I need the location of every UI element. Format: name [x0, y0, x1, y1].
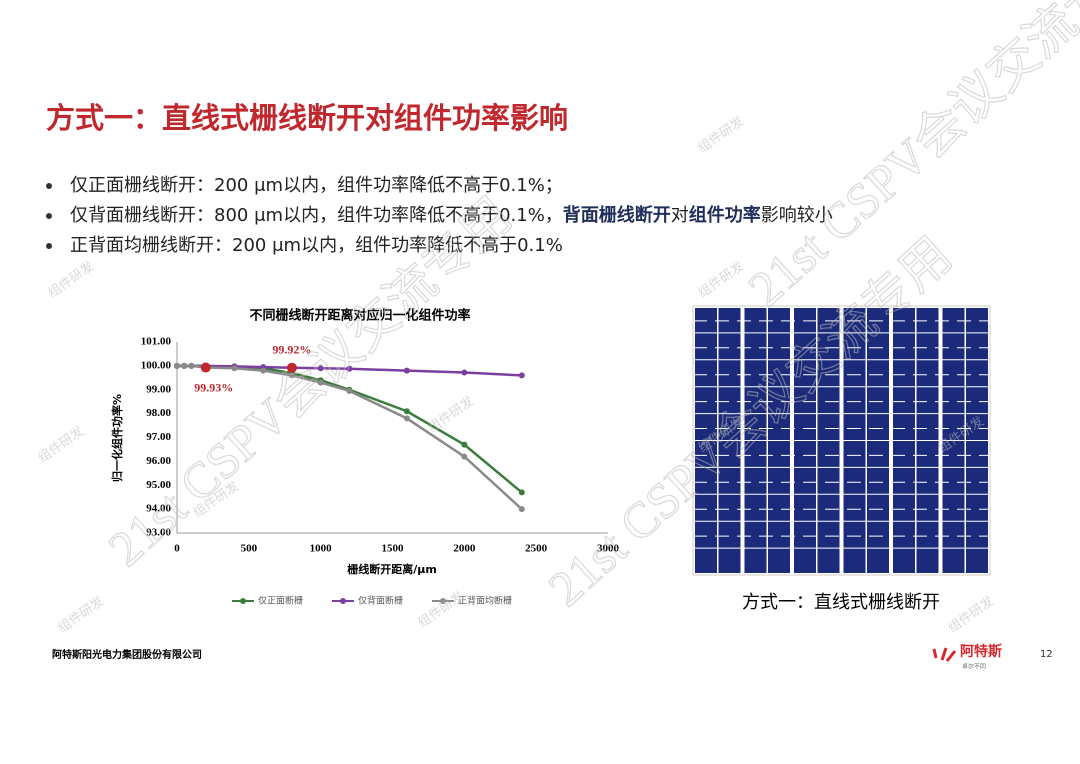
- bullet-text: 仅背面栅线断开：800 μm以内，组件功率降低不高于0.1%，背面栅线断开对组件…: [70, 204, 833, 226]
- logo: 阿特斯 卓尔不同: [932, 643, 1002, 671]
- logo-tagline: 卓尔不同: [962, 663, 986, 671]
- series-point: [461, 453, 468, 460]
- series-point: [288, 372, 295, 379]
- legend-marker: [340, 598, 346, 604]
- panel-caption: 方式一：直线式栅线断开: [742, 592, 940, 613]
- x-tick-label: 1500: [382, 543, 405, 555]
- bullet-dot: [46, 183, 52, 189]
- x-tick-label: 3000: [597, 543, 620, 555]
- annotation-label: 99.93%: [194, 380, 233, 394]
- bullet-list: 仅正面栅线断开：200 μm以内，组件功率降低不高于0.1%；仅背面栅线断开：8…: [46, 175, 833, 256]
- bullet-dot: [46, 213, 52, 219]
- x-tick-label: 0: [174, 543, 180, 555]
- bullet-segment: ：200 μm以内，组件功率降低不高于0.1%；: [196, 175, 563, 196]
- y-tick-label: 98.00: [146, 407, 171, 419]
- y-tick-label: 97.00: [146, 431, 171, 443]
- bullet-dot: [46, 243, 52, 249]
- bullet-segment: 正背面均栅线断开: [70, 235, 214, 256]
- series-point: [403, 367, 410, 374]
- x-tick-label: 1000: [310, 543, 333, 555]
- watermark-minor: 组件研发: [695, 113, 747, 156]
- y-tick-label: 94.00: [146, 503, 171, 515]
- annotation-point: [200, 362, 211, 373]
- x-tick-label: 2000: [453, 543, 476, 555]
- series-point: [346, 365, 353, 372]
- x-tick-label: 500: [241, 543, 258, 555]
- legend-marker: [440, 598, 446, 604]
- bold-segment: 背面栅线断开: [563, 204, 671, 226]
- series-point: [518, 506, 525, 513]
- legend-label: 仅正面断栅: [258, 595, 303, 607]
- bold-segment: 组件功率: [689, 204, 761, 226]
- series-point: [346, 387, 353, 394]
- watermark-minor: 组件研发: [945, 593, 997, 636]
- series-point: [181, 362, 188, 369]
- slide-title: 方式一：直线式栅线断开对组件功率影响: [46, 101, 568, 135]
- series-point: [317, 365, 324, 372]
- series-point: [403, 415, 410, 422]
- series-point: [317, 379, 324, 386]
- series-point: [231, 365, 238, 372]
- x-tick-label: 2500: [525, 543, 548, 555]
- watermark-minor: 组件研发: [695, 258, 747, 301]
- annotation-point: [286, 362, 297, 373]
- y-tick-label: 95.00: [146, 479, 171, 491]
- bullet-text: 正背面均栅线断开：200 μm以内，组件功率降低不高于0.1%: [70, 235, 563, 256]
- x-axis-label: 栅线断开距离/μm: [347, 562, 437, 576]
- company-name: 阿特斯阳光电力集团股份有限公司: [52, 648, 202, 661]
- annotation-label: 99.92%: [272, 343, 311, 357]
- bullet-segment: 仅背面栅线断开: [70, 205, 196, 226]
- watermark-minor: 组件研发: [45, 258, 97, 301]
- bullet-segment: 仅正面栅线断开: [70, 175, 196, 196]
- logo-mark: [932, 647, 957, 662]
- legend-label: 仅背面断栅: [358, 595, 403, 607]
- watermark-minor: 组件研发: [415, 588, 467, 631]
- bullet-segment: ：200 μm以内，组件功率降低不高于0.1%: [214, 235, 563, 256]
- series-point: [461, 441, 468, 448]
- logo-text: 阿特斯: [960, 643, 1002, 660]
- y-tick-label: 101.00: [141, 336, 172, 348]
- series-point: [518, 372, 525, 379]
- chart: 不同栅线断开距离对应归一化组件功率 栅线断开距离/μm 归一化组件功率% 93.…: [110, 308, 620, 607]
- legend-label: 正背面均断栅: [458, 595, 512, 607]
- y-tick-label: 100.00: [141, 359, 172, 371]
- series-point: [518, 489, 525, 496]
- bullet-segment: 对: [671, 205, 689, 226]
- bullet-segment: 影响较小: [761, 205, 833, 226]
- bullet-text: 仅正面栅线断开：200 μm以内，组件功率降低不高于0.1%；: [70, 175, 563, 196]
- series-point: [260, 367, 267, 374]
- y-tick-label: 96.00: [146, 455, 171, 467]
- watermark-minor: 组件研发: [35, 423, 87, 466]
- series-point: [174, 362, 180, 369]
- y-axis-label: 归一化组件功率%: [110, 394, 124, 482]
- series-point: [461, 369, 468, 376]
- solar-panel: [692, 305, 991, 576]
- legend-marker: [240, 598, 246, 604]
- watermark-minor: 组件研发: [55, 593, 107, 636]
- chart-title: 不同栅线断开距离对应归一化组件功率: [249, 308, 470, 324]
- series-point: [188, 362, 195, 369]
- y-tick-label: 93.00: [146, 527, 171, 539]
- watermark-minor: 组件研发: [425, 393, 477, 436]
- page-number: 12: [1040, 649, 1053, 660]
- y-tick-label: 99.00: [146, 383, 171, 395]
- series-point: [403, 408, 410, 415]
- bullet-segment: ：800 μm以内，组件功率降低不高于0.1%，: [196, 205, 563, 226]
